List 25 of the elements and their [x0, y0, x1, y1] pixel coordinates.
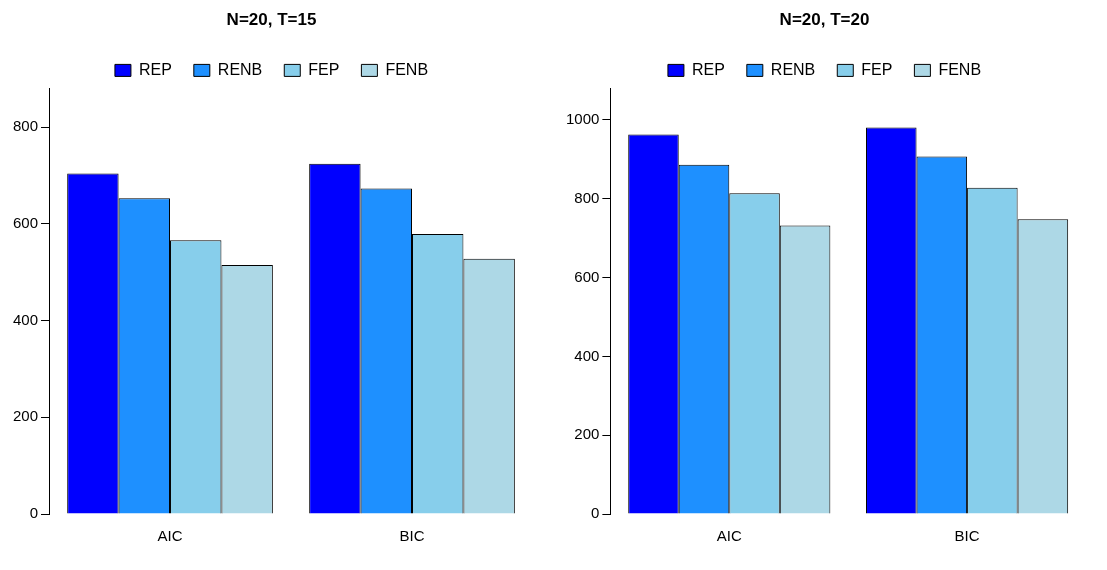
y-tick-label: 600 — [574, 267, 600, 285]
y-tick-label: 0 — [29, 504, 39, 522]
x-tick-label: AIC — [157, 527, 183, 545]
y-tick-label: 1000 — [565, 110, 600, 128]
legend-label: FENB — [938, 60, 982, 78]
y-tick-label: 400 — [13, 310, 39, 328]
legend-label: REP — [138, 60, 172, 78]
x-tick-label: AIC — [716, 527, 742, 545]
x-tick-label: BIC — [399, 527, 425, 545]
y-tick-label: 800 — [574, 188, 600, 206]
legend-label: RENB — [770, 60, 816, 78]
y-tick-label: 0 — [591, 504, 600, 522]
y-tick-label: 800 — [13, 117, 39, 135]
chart-title: N=20, T=20 — [779, 9, 870, 29]
y-tick-label: 200 — [13, 407, 39, 425]
chart-title: N=20, T=15 — [226, 9, 317, 29]
y-tick-label: 400 — [574, 346, 600, 364]
legend-label: RENB — [217, 60, 263, 78]
legend-label: FEP — [861, 60, 893, 78]
legend-label: FENB — [385, 60, 429, 78]
x-tick-label: BIC — [954, 527, 980, 545]
legend-label: FEP — [308, 60, 340, 78]
y-tick-label: 200 — [574, 425, 600, 443]
y-tick-label: 600 — [13, 213, 39, 231]
legend-label: REP — [691, 60, 725, 78]
